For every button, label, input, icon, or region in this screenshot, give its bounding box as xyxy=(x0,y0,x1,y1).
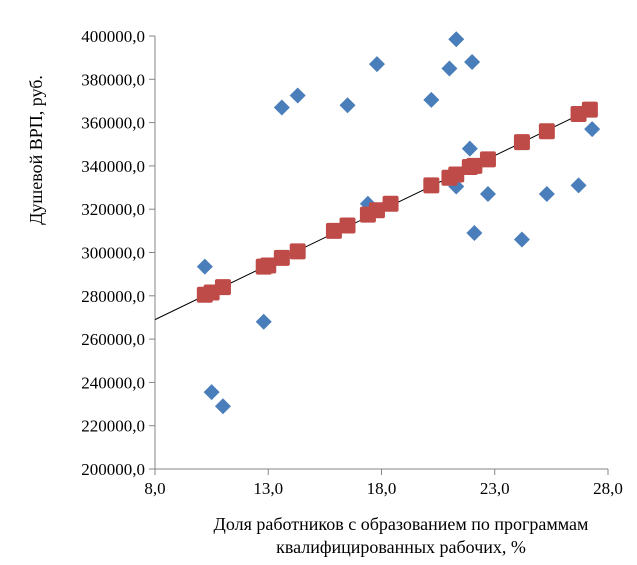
y-tick-label: 240000,0 xyxy=(81,373,145,392)
diamond-data-point xyxy=(538,186,555,203)
y-tick-label: 380000,0 xyxy=(81,70,145,89)
y-tick-label: 300000,0 xyxy=(81,244,145,263)
x-tick-label: 18,0 xyxy=(367,479,397,498)
square-data-point xyxy=(368,202,385,219)
diamond-data-point xyxy=(273,99,290,116)
diamond-data-point xyxy=(203,384,220,401)
y-tick-label: 400000,0 xyxy=(81,27,145,46)
x-axis-ticks: 8,0 13,0 18,0 23,0 28,0 xyxy=(144,469,623,498)
y-tick-label: 360000,0 xyxy=(81,114,145,133)
series-2-square-points xyxy=(196,101,598,303)
square-data-point xyxy=(214,279,231,296)
diamond-data-point xyxy=(584,121,601,138)
diamond-data-point xyxy=(423,91,440,108)
x-tick-label: 28,0 xyxy=(593,479,623,498)
square-data-point xyxy=(273,249,290,266)
square-data-point xyxy=(339,217,356,234)
x-tick-label: 23,0 xyxy=(480,479,510,498)
series-layer xyxy=(196,31,601,415)
diamond-data-point xyxy=(464,53,481,70)
square-data-point xyxy=(423,177,440,194)
diamond-data-point xyxy=(466,225,483,242)
square-data-point xyxy=(289,243,306,260)
y-axis-ticks: 200000,0 220000,0 240000,0 260000,0 280000,0… xyxy=(81,27,155,479)
square-data-point xyxy=(513,134,530,151)
diamond-data-point xyxy=(368,56,385,73)
diamond-data-point xyxy=(448,31,465,48)
square-data-point xyxy=(581,101,598,118)
x-axis-title-line-1: Доля работников с образованием по програ… xyxy=(214,514,589,534)
series-1-diamond-points xyxy=(196,31,601,415)
y-tick-label: 320000,0 xyxy=(81,200,145,219)
diamond-data-point xyxy=(513,231,530,248)
y-tick-label: 260000,0 xyxy=(81,330,145,349)
diamond-data-point xyxy=(461,140,478,157)
diamond-data-point xyxy=(570,177,587,194)
y-axis-title: Душевой ВРП, руб. xyxy=(26,75,46,225)
square-data-point xyxy=(260,257,277,274)
y-tick-label: 220000,0 xyxy=(81,417,145,436)
square-data-point xyxy=(466,157,483,174)
x-axis-title-line-2: квалифицированных рабочих, % xyxy=(276,537,526,557)
square-data-point xyxy=(382,195,399,212)
y-tick-label: 280000,0 xyxy=(81,287,145,306)
diamond-data-point xyxy=(441,60,458,77)
diamond-data-point xyxy=(339,97,356,114)
diamond-data-point xyxy=(196,258,213,275)
diamond-data-point xyxy=(255,313,272,330)
diamond-data-point xyxy=(289,87,306,104)
x-tick-label: 13,0 xyxy=(253,479,283,498)
diamond-data-point xyxy=(479,186,496,203)
square-data-point xyxy=(448,166,465,183)
y-tick-label: 340000,0 xyxy=(81,157,145,176)
square-data-point xyxy=(325,222,342,239)
x-tick-label: 8,0 xyxy=(144,479,165,498)
y-tick-label: 200000,0 xyxy=(81,460,145,479)
diamond-data-point xyxy=(214,398,231,415)
square-data-point xyxy=(538,123,555,140)
square-data-point xyxy=(479,151,496,168)
